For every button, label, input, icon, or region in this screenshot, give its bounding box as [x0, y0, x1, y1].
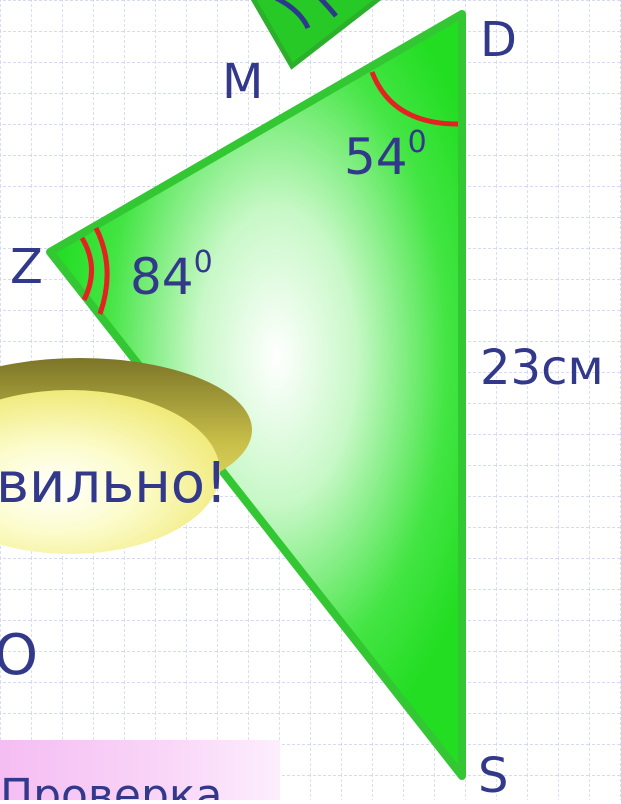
angle-z-number: 84 [130, 248, 194, 306]
angle-z-value: 840 [130, 248, 213, 303]
vertex-label-m: M [222, 54, 264, 110]
side-ds-length: 23см [480, 340, 604, 396]
vertex-label-z: Z [10, 239, 43, 295]
feedback-text: вильно! [0, 451, 228, 516]
triangle-zds [46, 10, 466, 780]
check-button-label: Проверка [0, 770, 223, 801]
angle-d-arc [369, 71, 459, 127]
angle-d-value: 540 [344, 128, 427, 183]
feedback-oval [0, 358, 252, 554]
angle-z-degree: 0 [193, 245, 213, 280]
angle-d-degree: 0 [407, 125, 427, 160]
vertex-label-s: S [478, 748, 509, 804]
angle-d-number: 54 [344, 128, 408, 186]
check-button[interactable]: Проверка [0, 740, 280, 800]
partial-text: О [0, 623, 39, 688]
small-triangle-partial [250, 0, 382, 70]
angle-z-arc-inner [79, 236, 95, 302]
vertex-label-d: D [480, 12, 517, 68]
angle-z-arc-outer [93, 226, 110, 315]
